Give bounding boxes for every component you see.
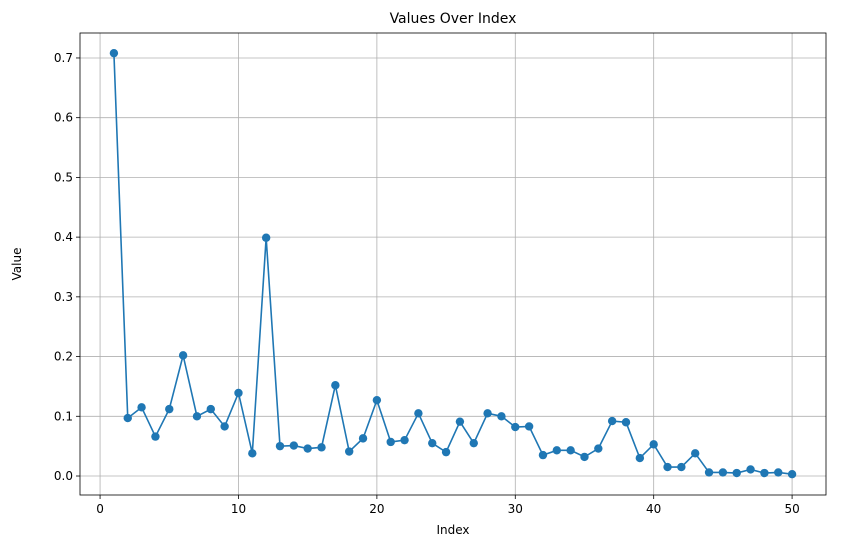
x-tick-label: 30 — [508, 502, 523, 516]
data-point — [414, 409, 423, 418]
data-point — [123, 413, 132, 423]
data-point — [455, 417, 465, 426]
data-point — [774, 468, 783, 477]
data-point — [787, 470, 797, 479]
data-point — [663, 462, 672, 472]
data-point — [538, 450, 548, 460]
data-point — [691, 449, 700, 458]
y-tick-label: 0.4 — [54, 230, 73, 244]
data-point — [760, 468, 769, 478]
data-point — [677, 462, 686, 472]
chart-title: Values Over Index — [390, 11, 517, 27]
y-tick-label: 0.1 — [54, 409, 73, 423]
x-tick-label: 10 — [231, 502, 246, 516]
y-tick-label: 0.6 — [54, 111, 73, 125]
data-point — [566, 446, 575, 455]
data-point — [165, 404, 174, 414]
y-tick-label: 0.0 — [54, 469, 73, 483]
y-axis-label: Value — [10, 248, 24, 281]
data-point — [261, 233, 271, 242]
data-point — [594, 444, 603, 453]
x-axis-label: Index — [436, 523, 469, 537]
data-point — [469, 438, 478, 448]
data-point — [511, 422, 520, 432]
series-layer — [109, 48, 797, 479]
data-point — [372, 395, 382, 405]
data-point — [289, 441, 299, 450]
data-point — [441, 447, 451, 457]
data-point — [386, 437, 395, 447]
data-point — [303, 444, 312, 453]
data-point — [344, 447, 354, 456]
data-point — [704, 468, 714, 477]
series-line — [113, 53, 793, 476]
data-point — [483, 409, 492, 418]
data-point — [497, 412, 506, 421]
y-tick-label: 0.7 — [54, 51, 73, 65]
data-point — [317, 443, 326, 452]
data-point — [649, 440, 658, 449]
data-point — [220, 422, 229, 431]
data-point — [137, 403, 146, 412]
axis-ticks: 0 10 20 30 40 50 0.0 0.1 0.2 0.3 0.4 0.5 0.6 0.7 — [54, 51, 800, 516]
x-tick-label: 0 — [96, 502, 104, 516]
data-point — [718, 468, 728, 477]
data-point — [109, 48, 119, 58]
x-tick-label: 20 — [369, 502, 384, 516]
data-point — [206, 404, 215, 414]
data-point — [428, 438, 437, 448]
x-tick-label: 50 — [784, 502, 799, 516]
data-point — [635, 453, 645, 463]
data-point — [178, 351, 188, 360]
data-point — [580, 452, 589, 462]
grid-lines — [80, 33, 826, 495]
data-point — [248, 449, 257, 458]
plot-frame — [79, 32, 827, 496]
y-tick-label: 0.2 — [54, 350, 73, 364]
data-point — [358, 434, 368, 443]
data-point — [234, 388, 243, 398]
data-point — [621, 418, 631, 427]
data-point — [192, 412, 202, 421]
y-tick-label: 0.5 — [54, 170, 73, 184]
data-point — [331, 381, 340, 390]
data-point — [732, 468, 741, 478]
data-point — [151, 432, 160, 441]
data-point — [607, 416, 617, 426]
data-point — [275, 441, 285, 451]
y-tick-label: 0.3 — [54, 290, 73, 304]
x-tick-label: 40 — [646, 502, 661, 516]
data-point — [552, 446, 562, 455]
data-point — [400, 435, 409, 445]
data-point — [746, 465, 755, 474]
data-point — [524, 422, 534, 431]
